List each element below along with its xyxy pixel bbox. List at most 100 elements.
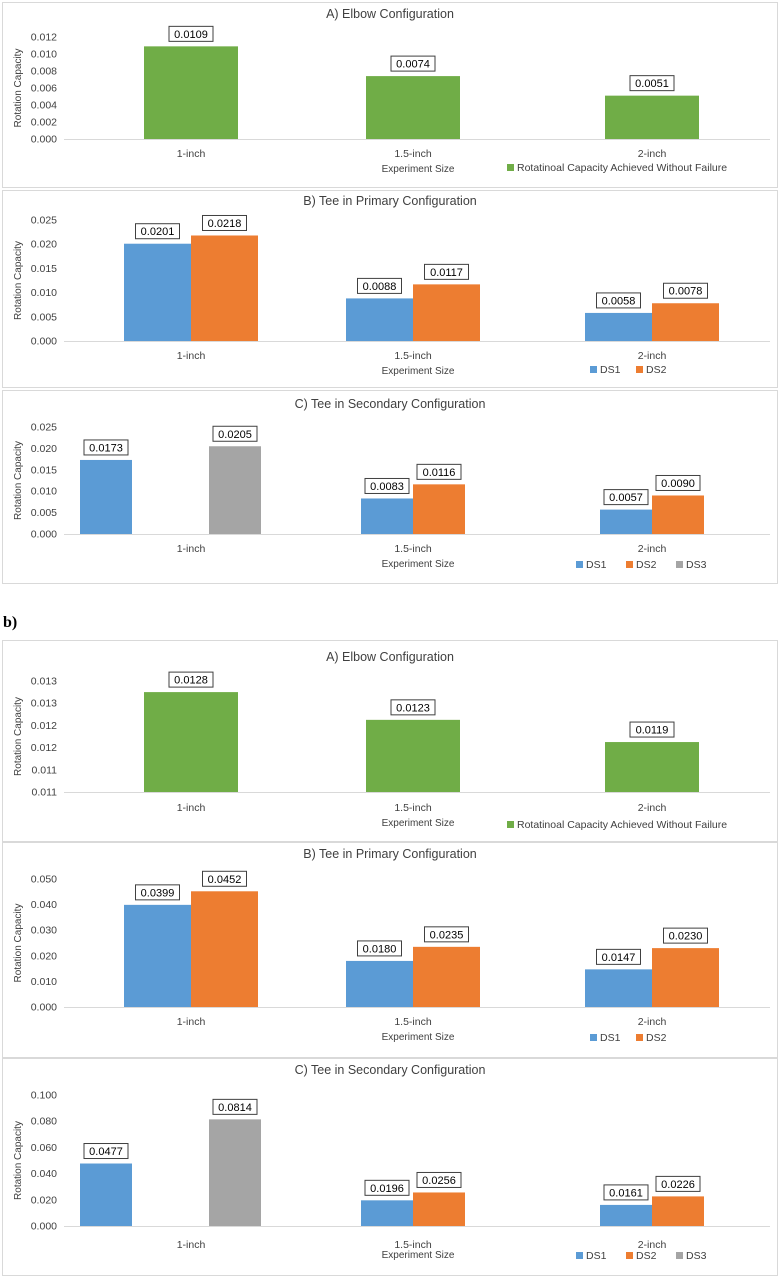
chart-b-2-data-label: 0.0147: [602, 952, 636, 964]
chart-a-3-ytick: 0.015: [31, 464, 57, 476]
chart-a-3-legend-swatch: [676, 561, 683, 568]
chart-a-1-ytick: 0.000: [31, 134, 57, 146]
chart-b-2-data-label: 0.0235: [430, 929, 464, 941]
chart-a-2-category-label: 1.5-inch: [394, 350, 432, 362]
chart-a-1-legend-label: Rotatinoal Capacity Achieved Without Fai…: [517, 162, 727, 174]
chart-b-1-category-label: 1.5-inch: [394, 802, 432, 814]
chart-b-3-data-label-box: [416, 1171, 462, 1188]
chart-a-2-bar-ds1: [346, 298, 413, 341]
chart-b-2-ytick: 0.010: [31, 976, 57, 988]
chart-b-3-ytick: 0.020: [31, 1194, 57, 1206]
chart-a-3-category-label: 1.5-inch: [394, 543, 432, 555]
chart-b-2-bar-ds2: [191, 891, 258, 1007]
chart-b-1-legend-label: Rotatinoal Capacity Achieved Without Fai…: [517, 819, 727, 831]
chart-b-3-category-label: 2-inch: [638, 1239, 667, 1251]
chart-b-1-ytick: 0.011: [32, 764, 58, 776]
chart-b-1-bar-rotatinoal-capacity-achieved-without-failure: [605, 742, 699, 792]
chart-a-3-data-label-box: [212, 425, 258, 442]
chart-b-2-bar-ds1: [346, 960, 413, 1007]
chart-b-3-data-label: 0.0256: [422, 1175, 456, 1187]
chart-b-1-data-label-box: [629, 721, 675, 738]
chart-a-1-category-label: 1-inch: [177, 148, 206, 160]
chart-b-3-ytick: 0.000: [31, 1221, 57, 1233]
chart-b-3-xlabel: Experiment Size: [382, 1250, 455, 1261]
chart-b-1-data-label: 0.0123: [396, 702, 430, 714]
chart-a-3-bar-ds1: [600, 509, 652, 534]
chart-b-2-category-label: 1-inch: [177, 1016, 206, 1028]
chart-b-2-data-label-box: [357, 940, 402, 957]
chart-b-1-ytick: 0.013: [31, 698, 57, 710]
chart-a-2-data-label: 0.0201: [141, 226, 175, 238]
chart-b-1-bar-rotatinoal-capacity-achieved-without-failure: [144, 692, 238, 792]
chart-a-2-legend-label: DS1: [600, 364, 621, 376]
chart-b-3-bar-ds1: [600, 1204, 652, 1226]
chart-a-2-ytick: 0.000: [31, 336, 57, 348]
chart-a-3-legend-label: DS2: [636, 559, 657, 571]
chart-a-2-data-label-box: [202, 214, 247, 231]
chart-b-3-bar-ds3: [209, 1119, 261, 1226]
chart-a-3-data-label-box: [83, 439, 129, 456]
chart-a-2-category-label: 2-inch: [638, 350, 667, 362]
chart-b-3-data-label: 0.0477: [89, 1146, 123, 1158]
chart-b-2-bar-ds2: [652, 948, 719, 1007]
chart-a-3-data-label: 0.0116: [423, 467, 456, 479]
chart-a-3-legend-label: DS3: [686, 559, 707, 571]
chart-a-2-bar-ds2: [191, 235, 258, 341]
chart-b-1-data-label: 0.0128: [174, 675, 208, 687]
chart-a-3-bar-ds2: [413, 484, 465, 534]
chart-b-3-title: C) Tee in Secondary Configuration: [295, 1063, 486, 1077]
chart-a-1-data-label: 0.0051: [635, 78, 669, 90]
chart-b-3-legend-label: DS3: [686, 1250, 707, 1262]
chart-a-3-ytick: 0.000: [31, 529, 57, 541]
chart-a-1-bar-rotatinoal-capacity-achieved-without-failure: [366, 76, 460, 139]
chart-b-3-ytick: 0.060: [31, 1142, 57, 1154]
chart-b-1-xlabel: Experiment Size: [382, 818, 455, 829]
chart-a-3-data-label: 0.0173: [89, 442, 123, 454]
chart-b-3-data-label: 0.0196: [370, 1183, 404, 1195]
chart-a-2-bar-ds2: [413, 284, 480, 341]
chart-a-1-title: A) Elbow Configuration: [326, 7, 454, 21]
chart-b-2-ytick: 0.040: [31, 899, 57, 911]
chart-a-2-data-label: 0.0058: [602, 295, 636, 307]
chart-a-1-data-label-box: [168, 25, 214, 42]
chart-b-3-data-label-box: [212, 1098, 258, 1115]
chart-a-3-data-label: 0.0057: [609, 492, 643, 504]
chart-a-2-data-label-box: [424, 263, 469, 280]
chart-b-1-ytick: 0.012: [31, 720, 57, 732]
chart-a-3-data-label: 0.0090: [661, 478, 695, 490]
chart-a-2-data-label-box: [596, 292, 641, 309]
chart-a-3-bar-ds1: [361, 498, 413, 534]
chart-a-2-data-label: 0.0088: [363, 281, 397, 293]
chart-a-3-category-label: 1-inch: [177, 543, 206, 555]
panel-label-b: b): [3, 614, 17, 631]
chart-b-2-legend-swatch: [636, 1034, 643, 1041]
chart-a-3-data-label-box: [655, 474, 701, 491]
chart-b-2-legend-swatch: [590, 1034, 597, 1041]
chart-a-2-data-label-box: [663, 282, 708, 299]
chart-a-3-bar-ds1: [80, 459, 132, 534]
chart-b-2-bar-ds2: [413, 946, 480, 1007]
chart-b-2-xlabel: Experiment Size: [382, 1032, 455, 1043]
chart-a-2-ytick: 0.010: [31, 287, 57, 299]
chart-b-2-title: B) Tee in Primary Configuration: [303, 847, 477, 861]
chart-a-2-data-label: 0.0218: [208, 218, 242, 230]
chart-b-2-data-label: 0.0452: [208, 874, 242, 886]
chart-a-3-legend-swatch: [576, 561, 583, 568]
chart-a-1-category-label: 1.5-inch: [394, 148, 432, 160]
chart-a-2-data-label: 0.0078: [669, 286, 703, 298]
chart-a-2-ytick: 0.020: [31, 239, 57, 251]
chart-a-1-data-label-box: [390, 55, 436, 72]
chart-a-2-data-label-box: [135, 223, 180, 240]
chart-b-3-legend-label: DS2: [636, 1250, 657, 1262]
chart-b-1-ytick: 0.011: [32, 787, 58, 799]
chart-a-1-ytick: 0.012: [31, 32, 57, 44]
chart-b-3-category-label: 1-inch: [177, 1239, 206, 1251]
chart-b-3-data-label-box: [83, 1143, 129, 1160]
chart-a-2-legend-swatch: [590, 366, 597, 373]
chart-a-2-bar-ds1: [585, 312, 652, 341]
chart-b-2-ytick: 0.020: [31, 950, 57, 962]
chart-a-1-xlabel: Experiment Size: [382, 164, 455, 175]
chart-a-3-ytick: 0.020: [31, 443, 57, 455]
chart-b-3-legend-swatch: [676, 1252, 683, 1259]
chart-b-2-data-label: 0.0230: [669, 931, 703, 943]
